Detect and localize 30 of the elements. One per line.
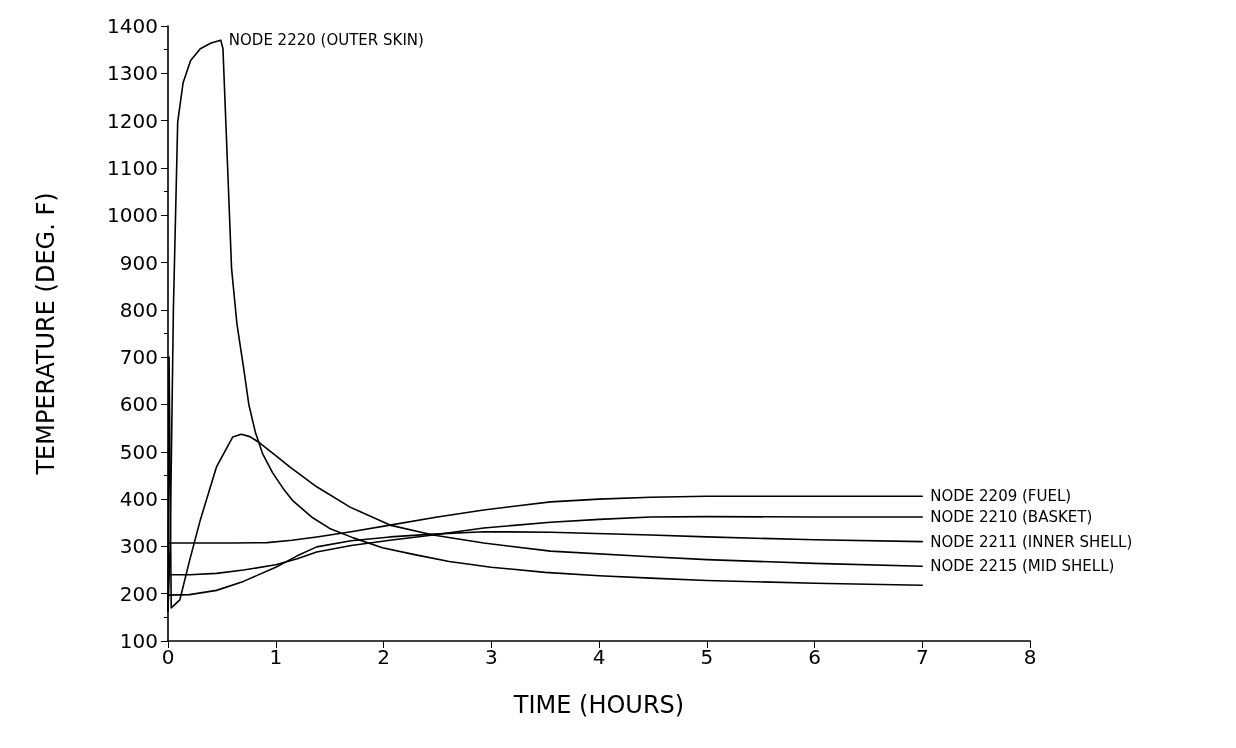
x-tick-label: 1	[269, 645, 283, 669]
y-tick-label: 1100	[107, 155, 158, 180]
y-tick-label: 900	[119, 250, 158, 275]
x-tick-label: 6	[808, 645, 821, 669]
y-tick-label: 1000	[107, 203, 158, 228]
y-tick-label: 100	[119, 629, 158, 653]
series-label: NODE 2211 (INNER SHELL)	[930, 532, 1133, 551]
y-tick-label: 1200	[107, 108, 158, 133]
y-tick-label: 500	[119, 439, 158, 464]
y-tick-label: 400	[119, 487, 158, 512]
y-tick-label: 1300	[107, 61, 158, 86]
x-tick-label: 5	[700, 645, 714, 669]
y-tick-label: 1400	[107, 14, 158, 38]
series-label: NODE 2215 (MID SHELL)	[930, 557, 1115, 576]
x-tick-label: 8	[1023, 645, 1037, 669]
series-label: NODE 2209 (FUEL)	[930, 487, 1072, 506]
x-tick-label: 7	[915, 645, 929, 669]
y-axis-title: TEMPERATURE (DEG. F)	[32, 192, 60, 476]
y-tick-label: 200	[119, 581, 158, 606]
y-tick-label: 700	[119, 345, 158, 370]
y-tick-label: 300	[119, 534, 158, 559]
x-tick-label: 3	[484, 645, 498, 669]
series-label: NODE 2210 (BASKET)	[930, 508, 1093, 527]
y-tick-label: 800	[119, 297, 158, 322]
x-tick-label: 0	[161, 645, 175, 669]
x-tick-label: 4	[592, 645, 606, 669]
x-tick-label: 2	[377, 645, 390, 669]
series-label: NODE 2220 (OUTER SKIN)	[228, 31, 424, 50]
x-axis-title: TIME (HOURS)	[512, 691, 685, 719]
y-tick-label: 600	[119, 392, 158, 417]
